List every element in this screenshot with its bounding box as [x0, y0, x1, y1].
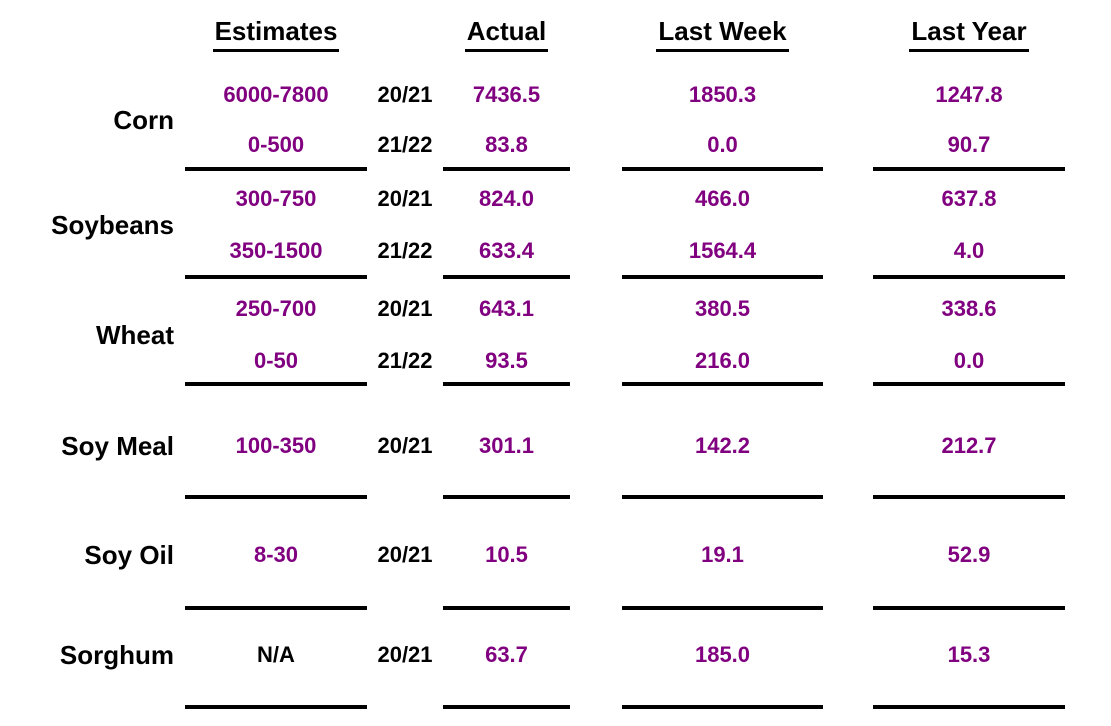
last-week-value: 19.1: [701, 542, 744, 567]
last-year-value: 0.0: [953, 348, 985, 373]
rule: [185, 495, 367, 499]
actual-value: 10.5: [485, 542, 528, 567]
estimate-value: 8-30: [253, 542, 299, 567]
rule: [185, 382, 367, 386]
commodity-label-soy-oil: Soy Oil: [84, 540, 174, 570]
commodity-label-wheat: Wheat: [96, 320, 174, 350]
estimate-value: 250-700: [235, 296, 317, 321]
rule: [873, 495, 1065, 499]
year-label: 20/21: [377, 186, 433, 211]
estimate-value: 6000-7800: [223, 82, 329, 107]
last-week-value: 0.0: [707, 132, 738, 157]
last-year-value: 52.9: [947, 542, 991, 567]
rule: [443, 167, 570, 171]
last-week-value: 466.0: [694, 186, 751, 211]
rule: [622, 606, 823, 610]
rule: [443, 606, 570, 610]
estimate-value: 350-1500: [229, 238, 323, 263]
rule: [873, 705, 1065, 709]
last-year-value: 4.0: [953, 238, 985, 263]
rule: [185, 167, 367, 171]
actual-value: 83.8: [485, 132, 528, 157]
rule: [185, 705, 367, 709]
rule: [873, 606, 1065, 610]
rule: [185, 275, 367, 279]
rule: [873, 275, 1065, 279]
last-week-value: 142.2: [694, 433, 751, 458]
estimate-value: N/A: [257, 642, 295, 667]
year-label: 20/21: [377, 433, 433, 458]
commodity-label-soy-meal: Soy Meal: [61, 431, 174, 461]
year-label: 21/22: [377, 238, 433, 263]
year-label: 20/21: [377, 296, 433, 321]
rule: [622, 495, 823, 499]
actual-value: 633.4: [478, 238, 535, 263]
actual-value: 93.5: [485, 348, 528, 373]
estimate-value: 0-50: [253, 348, 299, 373]
rule: [443, 275, 570, 279]
rule: [622, 167, 823, 171]
last-year-value: 212.7: [941, 433, 997, 458]
commodity-label-sorghum: Sorghum: [59, 640, 174, 670]
rule: [622, 382, 823, 386]
actual-value: 7436.5: [472, 82, 541, 107]
column-header-actual: Actual: [443, 14, 570, 52]
estimate-value: 300-750: [235, 186, 317, 211]
year-label: 20/21: [377, 642, 433, 667]
commodity-label-corn: Corn: [113, 105, 174, 135]
last-year-value: 1247.8: [935, 82, 1003, 107]
column-header-last-week: Last Week: [622, 14, 823, 52]
last-week-value: 185.0: [694, 642, 751, 667]
rule: [185, 606, 367, 610]
last-week-value: 1564.4: [688, 238, 757, 263]
last-week-value: 380.5: [694, 296, 751, 321]
actual-value: 643.1: [478, 296, 535, 321]
year-label: 21/22: [377, 132, 433, 157]
last-week-value: 1850.3: [688, 82, 757, 107]
year-label: 20/21: [377, 542, 433, 567]
year-label: 20/21: [377, 82, 433, 107]
actual-value: 824.0: [478, 186, 535, 211]
rule: [873, 167, 1065, 171]
rule: [443, 705, 570, 709]
rule: [622, 705, 823, 709]
column-header-estimates: Estimates: [185, 14, 367, 52]
actual-value: 63.7: [485, 642, 528, 667]
last-year-value: 15.3: [947, 642, 991, 667]
year-label: 21/22: [377, 348, 433, 373]
rule: [443, 382, 570, 386]
estimate-value: 100-350: [235, 433, 317, 458]
rule: [873, 382, 1065, 386]
actual-value: 301.1: [478, 433, 535, 458]
last-year-value: 637.8: [941, 186, 997, 211]
last-week-value: 216.0: [694, 348, 751, 373]
rule: [443, 495, 570, 499]
last-year-value: 338.6: [941, 296, 997, 321]
rule: [622, 275, 823, 279]
column-header-last-year: Last Year: [873, 14, 1065, 52]
commodity-label-soybeans: Soybeans: [51, 210, 174, 240]
last-year-value: 90.7: [947, 132, 991, 157]
estimate-value: 0-500: [247, 132, 305, 157]
